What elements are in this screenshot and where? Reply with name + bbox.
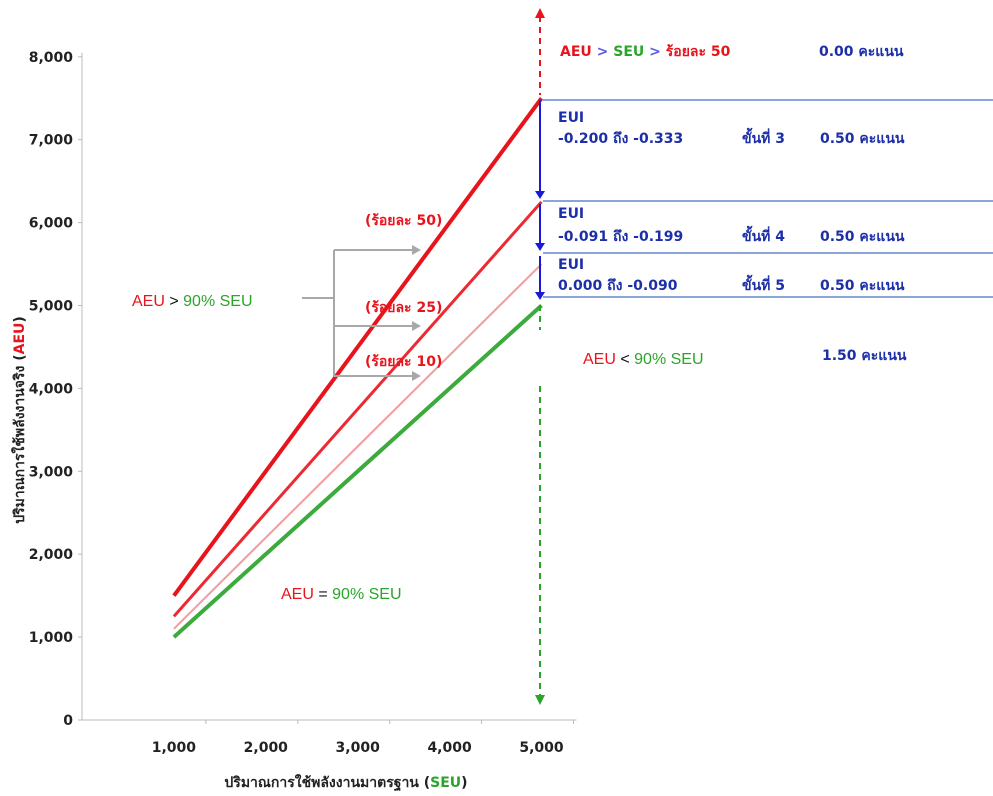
- x-axis-title: ปริมาณการใช้พลังงานมาตรฐาน (SEU): [224, 773, 467, 792]
- bottom-rule-op: =: [314, 586, 332, 603]
- y-tick-label: 5,000: [29, 299, 74, 315]
- band-arrow-5: [535, 256, 545, 300]
- bracket-arrowhead-2: [412, 371, 421, 381]
- above-aeu: AEU: [560, 44, 592, 60]
- series-line-2: [173, 263, 543, 630]
- left-rule-seu: 90% SEU: [183, 293, 252, 310]
- above-score: 0.00 คะแนน: [819, 44, 904, 60]
- x-tick-label: 4,000: [427, 740, 472, 756]
- x-tick-label: 5,000: [519, 740, 564, 756]
- band-title-2: EUI: [558, 257, 584, 273]
- y-tick-label: 4,000: [29, 381, 74, 397]
- y-tick-label: 8,000: [29, 50, 74, 66]
- band-arrow-5-head: [535, 292, 545, 300]
- series-line-3: [172, 304, 543, 639]
- above-rule-text: AEU > SEU > ร้อยละ 50: [560, 44, 731, 60]
- x-tick-label: 1,000: [152, 740, 197, 756]
- left-rule-text: AEU > 90% SEU: [132, 293, 253, 310]
- x-axis-title-prefix: ปริมาณการใช้พลังงานมาตรฐาน (: [224, 773, 430, 792]
- below-aeu: AEU: [583, 351, 616, 368]
- bottom-rule-aeu: AEU: [281, 586, 314, 603]
- band-score-0: 0.50 คะแนน: [820, 131, 905, 147]
- band-range-2: 0.000 ถึง -0.090: [558, 277, 678, 294]
- x-tick-label: 2,000: [244, 740, 289, 756]
- band-title-0: EUI: [558, 110, 584, 126]
- band-step-2: ขั้นที่ 5: [742, 274, 785, 294]
- line-label-0: (ร้อยละ 50): [365, 213, 442, 229]
- below-op: <: [616, 351, 634, 368]
- band-step-1: ขั้นที่ 4: [742, 225, 785, 245]
- band-arrow-4: [535, 204, 545, 251]
- band-score-2: 0.50 คะแนน: [820, 278, 905, 294]
- y-axis-title-suffix: ): [12, 316, 28, 322]
- bracket-arrowhead-0: [412, 245, 421, 255]
- above-gt1: >: [592, 44, 613, 60]
- below-score: 1.50 คะแนน: [822, 348, 907, 364]
- percent-bracket: [302, 249, 412, 377]
- band-step-0: ขั้นที่ 3: [742, 127, 785, 147]
- y-tick-label: 2,000: [29, 547, 74, 563]
- line-label-2: (ร้อยละ 10): [365, 354, 442, 370]
- red-dashed-arrowhead: [535, 8, 545, 18]
- axes: 0 1,000 2,000 3,000 4,000 5,000 6,000 7,000 8,00…: [10, 50, 577, 792]
- band-range-1: -0.091 ถึง -0.199: [558, 228, 683, 245]
- y-tick-label: 3,000: [29, 464, 74, 480]
- y-tick-label: 0: [63, 713, 73, 729]
- band-arrow-3-head: [535, 191, 545, 199]
- band-title-1: EUI: [558, 206, 584, 222]
- band-arrow-4-head: [535, 243, 545, 251]
- left-rule-aeu: AEU: [132, 293, 165, 310]
- green-dashed-arrowhead: [535, 695, 545, 705]
- below-seu: 90% SEU: [634, 351, 703, 368]
- bottom-rule-seu: 90% SEU: [332, 586, 401, 603]
- line-label-1: (ร้อยละ 25): [365, 300, 442, 316]
- x-axis-title-suffix: ): [461, 775, 467, 791]
- below-rule-text: AEU < 90% SEU: [583, 351, 704, 368]
- bottom-rule-text: AEU = 90% SEU: [281, 586, 402, 603]
- band-arrow-3: [535, 100, 545, 199]
- y-tick-label: 6,000: [29, 216, 74, 232]
- y-axis-title: ปริมาณการใช้พลังงานจริง (AEU): [10, 316, 28, 524]
- y-tick-label: 1,000: [29, 630, 74, 646]
- above-seu: SEU: [613, 44, 644, 60]
- bracket-arrowhead-1: [412, 321, 421, 331]
- y-axis-title-prefix: ปริมาณการใช้พลังงานจริง (: [10, 354, 28, 523]
- annotations: (ร้อยละ 50) (ร้อยละ 25) (ร้อยละ 10) AEU > 9…: [132, 8, 993, 705]
- x-tick-label: 3,000: [336, 740, 381, 756]
- band-score-1: 0.50 คะแนน: [820, 229, 905, 245]
- left-rule-op: >: [165, 293, 183, 310]
- above-pct: ร้อยละ 50: [666, 44, 731, 60]
- series-line-1: [172, 200, 543, 618]
- series-lines: [172, 97, 544, 639]
- series-line-0: [172, 97, 544, 597]
- x-axis-title-key: SEU: [430, 775, 461, 791]
- band-range-0: -0.200 ถึง -0.333: [558, 130, 683, 147]
- y-tick-label: 7,000: [29, 133, 74, 149]
- above-gt2: >: [644, 44, 665, 60]
- y-axis-title-key: AEU: [12, 323, 28, 355]
